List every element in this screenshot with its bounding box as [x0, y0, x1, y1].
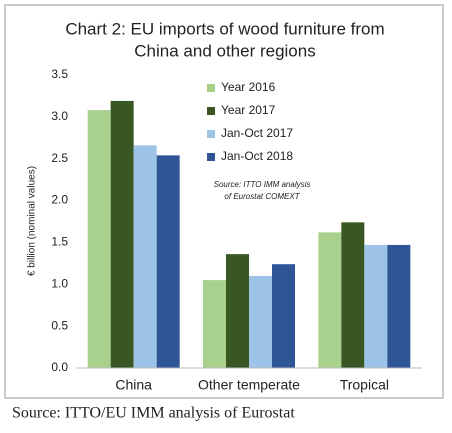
- legend-label: Year 2017: [221, 103, 276, 117]
- bar: [87, 110, 111, 368]
- x-tick-label: Tropical: [340, 377, 389, 393]
- bar: [318, 232, 342, 368]
- bar: [341, 222, 365, 368]
- y-tick-label: 3.5: [51, 67, 68, 81]
- y-tick-label: 1.0: [51, 276, 68, 290]
- x-tick-label: China: [115, 377, 152, 393]
- legend-label: Year 2016: [221, 80, 276, 94]
- chart-title: China and other regions: [134, 41, 315, 60]
- y-tick-label: 3.0: [51, 109, 68, 123]
- y-tick-label: 1.5: [51, 235, 68, 249]
- bar: [387, 244, 411, 368]
- x-tick-label: Other temperate: [198, 377, 300, 393]
- bar: [133, 145, 157, 368]
- legend-swatch: [207, 107, 215, 115]
- y-tick-label: 2.5: [51, 151, 68, 165]
- legend-label: Jan-Oct 2017: [221, 126, 293, 140]
- caption: Source: ITTO/EU IMM analysis of Eurostat: [12, 405, 295, 422]
- legend-label: Jan-Oct 2018: [221, 149, 293, 163]
- annotation: of Eurostat COMEXT: [224, 192, 300, 201]
- legend-swatch: [207, 130, 215, 138]
- y-tick-label: 0.5: [51, 318, 68, 332]
- legend-swatch: [207, 153, 215, 161]
- y-axis-label: € billion (nominal values): [27, 166, 38, 276]
- bar: [249, 275, 272, 368]
- bar: [272, 264, 295, 368]
- bar: [110, 100, 134, 369]
- bar: [364, 244, 388, 368]
- annotation: Source: ITTO IMM analysis: [214, 180, 311, 189]
- legend-swatch: [207, 84, 215, 92]
- y-tick-label: 0.0: [51, 360, 68, 374]
- y-tick-label: 2.0: [51, 193, 68, 207]
- chart-title: Chart 2: EU imports of wood furniture fr…: [65, 19, 384, 38]
- bar: [156, 155, 180, 368]
- bar: [226, 254, 249, 368]
- bar: [203, 280, 226, 368]
